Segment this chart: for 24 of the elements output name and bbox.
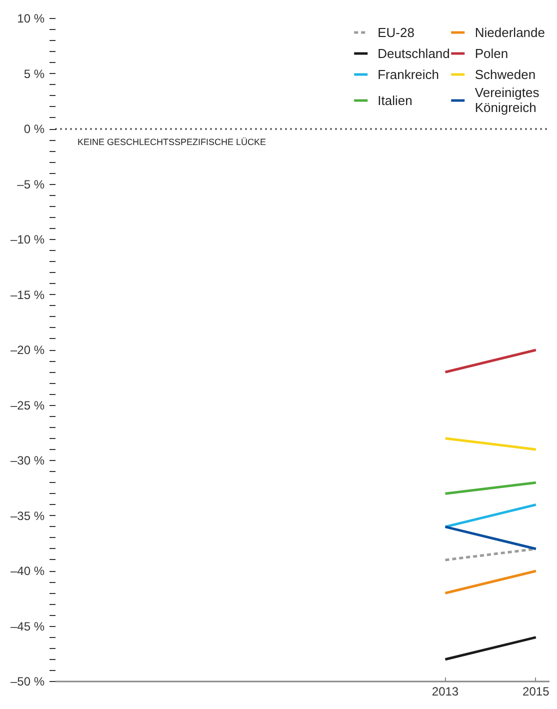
y-tick-label: –45 %: [10, 619, 45, 634]
y-tick-label: –50 %: [10, 674, 45, 688]
y-tick-label: 5 %: [24, 66, 45, 81]
y-tick-label: –30 %: [10, 454, 45, 468]
legend-label: Niederlande: [474, 24, 545, 41]
legend-label: Schweden: [474, 66, 536, 83]
legend-label: Italien: [378, 92, 412, 109]
ref-line-label: KEINE GESCHLECHTSSPEZIFISCHE LÜCKE: [78, 137, 266, 147]
y-tick-label: –15 %: [10, 288, 45, 302]
y-tick-label: –20 %: [10, 343, 45, 357]
y-tick-label: –40 %: [10, 564, 45, 578]
legend-label: EU-28: [378, 24, 414, 41]
y-tick-label: –35 %: [10, 508, 45, 523]
y-tick-label: 0 %: [24, 122, 45, 136]
legend-label: Deutschland: [378, 44, 450, 62]
legend-label: Vereinigtes Königreich: [474, 85, 540, 115]
x-tick-label: 2013: [432, 684, 459, 698]
legend-label: Polen: [474, 44, 508, 62]
y-tick-label: –25 %: [10, 398, 45, 412]
y-tick-label: –5 %: [17, 177, 45, 192]
legend-label: Frankreich: [378, 66, 440, 83]
y-tick-label: –10 %: [10, 232, 45, 246]
y-tick-label: 10 %: [17, 12, 45, 26]
x-tick-label: 2015: [522, 684, 550, 698]
